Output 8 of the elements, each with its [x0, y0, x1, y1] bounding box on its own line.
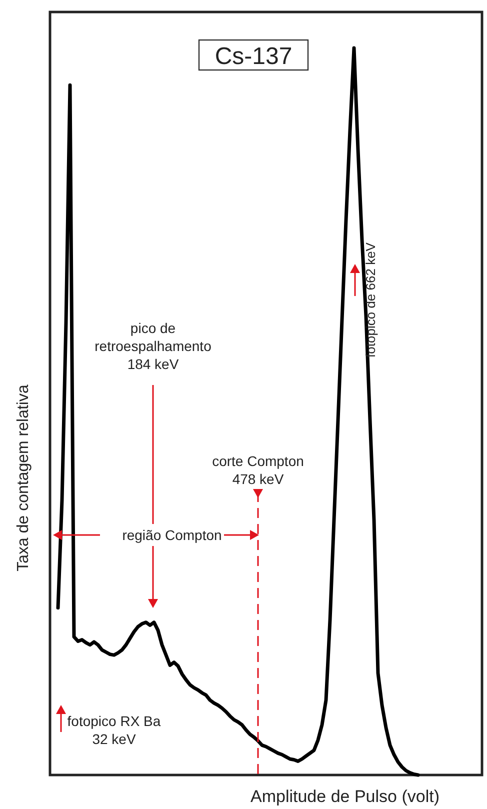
y-axis-title: Taxa de contagem relativa — [15, 384, 32, 572]
annotation: fotopico RX Ba 32 keV — [67, 713, 161, 747]
chart-title: Cs-137 — [214, 43, 292, 70]
annotation: pico de retroespalhamento 184 keV — [94, 320, 212, 372]
annotation: região Compton — [122, 527, 222, 543]
annotation: fotopico de 662 keV — [363, 242, 378, 358]
x-axis-title: Amplitude de Pulso (volt) — [250, 787, 440, 806]
annotation: corte Compton 478 keV — [212, 453, 304, 487]
